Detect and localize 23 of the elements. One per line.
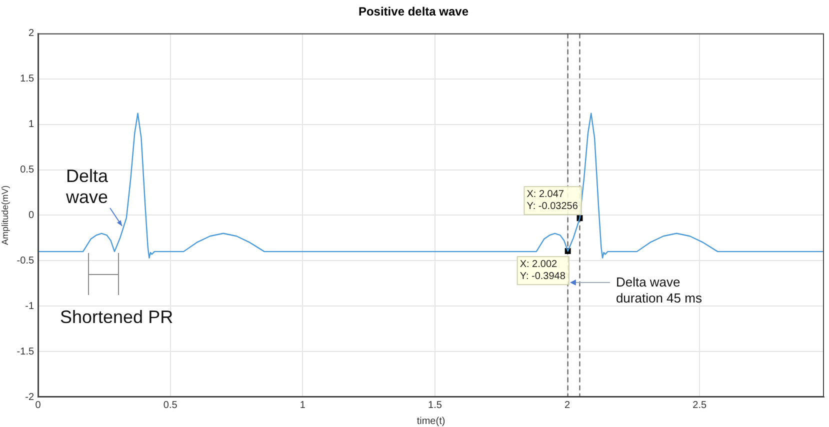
x-tick-label: 0.5 — [163, 400, 178, 411]
x-tick-label: 0 — [35, 400, 42, 411]
y-tick-label: -1 — [25, 300, 34, 312]
y-tick-label: 0 — [28, 210, 34, 221]
y-tick-label: 1 — [28, 119, 34, 130]
y-tick-label: -2 — [25, 392, 34, 403]
x-tick-label: 2 — [564, 400, 571, 411]
y-tick-label: -0.5 — [16, 255, 34, 266]
y-tick-label: -1.5 — [16, 346, 34, 358]
annotation: Shortened PR — [60, 306, 174, 327]
x-tick-label: 2.5 — [692, 400, 708, 411]
y-axis-title: Amplitude(mV) — [0, 185, 10, 245]
x-tick-label: 1 — [300, 400, 306, 411]
y-tick-label: 2 — [28, 28, 34, 40]
annotation: Delta wave — [65, 166, 110, 207]
y-tick-label: 0.5 — [20, 164, 34, 176]
annotation: X: 2.002 Y: -0.3948 — [520, 258, 566, 282]
annotation: Delta wave duration 45 ms — [616, 274, 702, 306]
x-tick-label: 1.5 — [428, 400, 442, 411]
x-axis-title: time(t) — [416, 416, 446, 427]
chart-title: Positive delta wave — [358, 4, 469, 19]
y-tick-label: 1.5 — [20, 74, 34, 85]
annotation: X: 2.047 Y: -0.03256 — [526, 188, 578, 212]
